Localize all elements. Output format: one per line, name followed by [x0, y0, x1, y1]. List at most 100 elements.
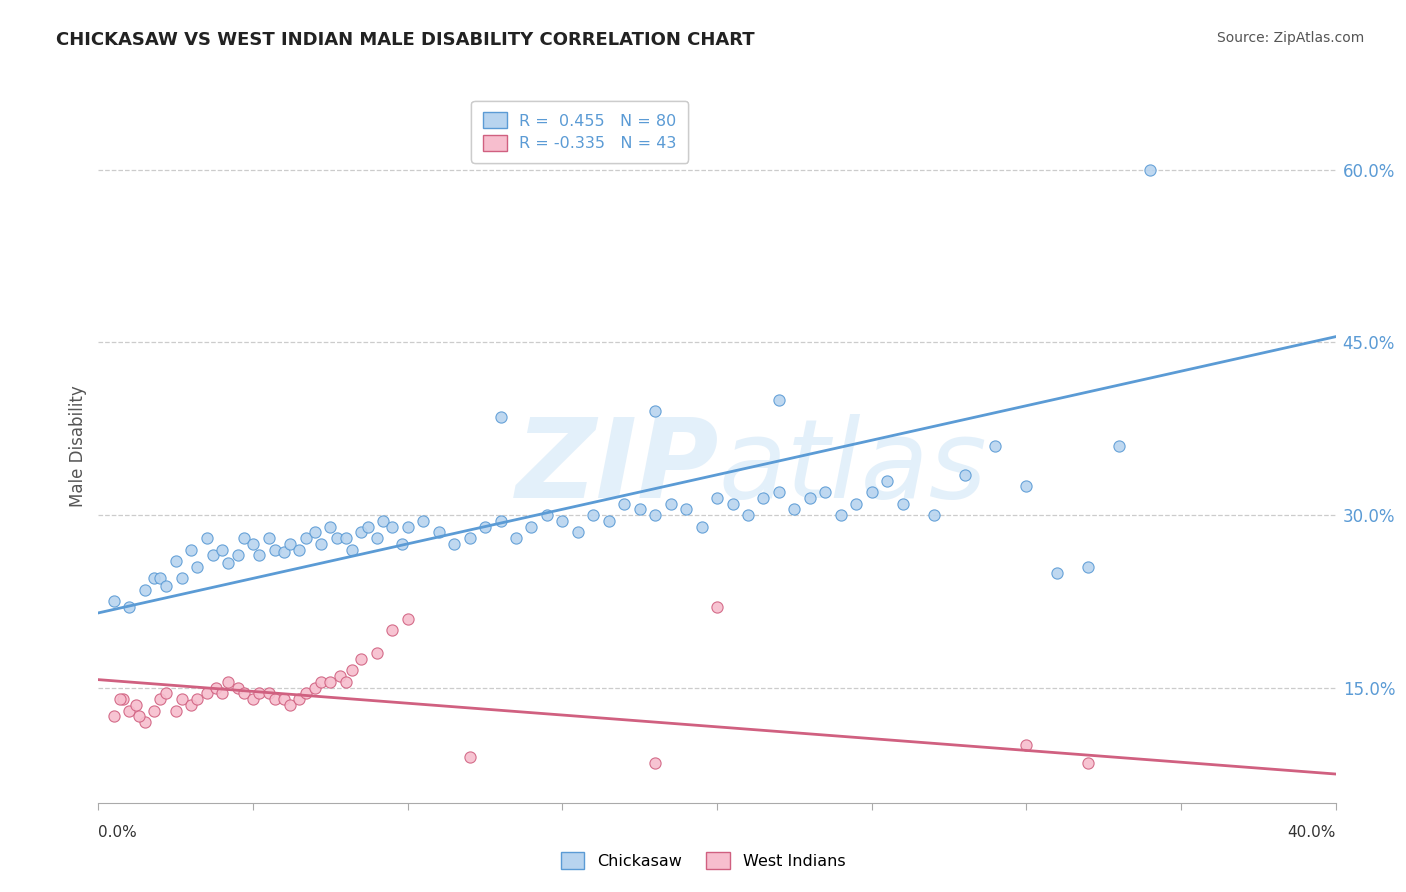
Point: [134, 582, 156, 597]
Text: 0.0%: 0.0%: [98, 825, 138, 840]
Point: [659, 497, 682, 511]
Point: [273, 692, 295, 706]
Point: [1139, 162, 1161, 177]
Point: [860, 485, 883, 500]
Point: [340, 542, 363, 557]
Point: [598, 514, 620, 528]
Point: [814, 485, 837, 500]
Point: [1015, 738, 1038, 752]
Point: [1046, 566, 1069, 580]
Point: [396, 519, 419, 533]
Text: Source: ZipAtlas.com: Source: ZipAtlas.com: [1216, 31, 1364, 45]
Point: [876, 474, 898, 488]
Point: [201, 549, 224, 563]
Point: [134, 715, 156, 730]
Point: [304, 681, 326, 695]
Point: [335, 531, 357, 545]
Point: [582, 508, 605, 522]
Point: [1077, 559, 1099, 574]
Point: [217, 557, 239, 571]
Point: [288, 692, 311, 706]
Point: [309, 537, 332, 551]
Text: ZIP: ZIP: [516, 414, 720, 521]
Point: [458, 749, 481, 764]
Point: [278, 698, 301, 712]
Point: [474, 519, 496, 533]
Point: [319, 675, 342, 690]
Point: [143, 571, 166, 585]
Point: [1108, 439, 1130, 453]
Point: [180, 698, 202, 712]
Point: [149, 571, 172, 585]
Point: [108, 692, 131, 706]
Point: [340, 664, 363, 678]
Point: [124, 698, 146, 712]
Point: [232, 531, 254, 545]
Point: [412, 514, 434, 528]
Point: [737, 508, 759, 522]
Point: [329, 669, 352, 683]
Point: [325, 531, 347, 545]
Point: [170, 692, 193, 706]
Point: [319, 519, 342, 533]
Point: [1015, 479, 1038, 493]
Point: [242, 537, 264, 551]
Point: [103, 594, 125, 608]
Point: [505, 531, 527, 545]
Point: [165, 554, 187, 568]
Point: [396, 612, 419, 626]
Point: [195, 686, 218, 700]
Point: [628, 502, 651, 516]
Point: [371, 514, 394, 528]
Point: [170, 571, 193, 585]
Point: [644, 404, 666, 418]
Point: [288, 542, 311, 557]
Point: [768, 485, 790, 500]
Point: [536, 508, 558, 522]
Point: [180, 542, 202, 557]
Point: [845, 497, 868, 511]
Point: [273, 545, 295, 559]
Legend: Chickasaw, West Indians: Chickasaw, West Indians: [554, 846, 852, 875]
Point: [232, 686, 254, 700]
Point: [257, 686, 280, 700]
Point: [263, 692, 285, 706]
Point: [118, 704, 141, 718]
Point: [752, 491, 775, 505]
Point: [278, 537, 301, 551]
Point: [155, 579, 177, 593]
Point: [381, 623, 404, 637]
Point: [613, 497, 636, 511]
Legend: R =  0.455   N = 80, R = -0.335   N = 43: R = 0.455 N = 80, R = -0.335 N = 43: [471, 101, 688, 162]
Point: [247, 686, 270, 700]
Point: [155, 686, 177, 700]
Point: [226, 681, 249, 695]
Point: [953, 467, 976, 482]
Point: [830, 508, 852, 522]
Point: [217, 675, 239, 690]
Point: [118, 600, 141, 615]
Point: [294, 686, 316, 700]
Point: [644, 756, 666, 770]
Point: [489, 410, 512, 425]
Point: [381, 519, 404, 533]
Point: [186, 692, 208, 706]
Point: [128, 709, 150, 723]
Point: [263, 542, 285, 557]
Point: [644, 508, 666, 522]
Point: [1077, 756, 1099, 770]
Point: [309, 675, 332, 690]
Point: [690, 519, 713, 533]
Point: [891, 497, 914, 511]
Text: CHICKASAW VS WEST INDIAN MALE DISABILITY CORRELATION CHART: CHICKASAW VS WEST INDIAN MALE DISABILITY…: [56, 31, 755, 49]
Point: [551, 514, 574, 528]
Point: [211, 542, 233, 557]
Point: [205, 681, 228, 695]
Text: atlas: atlas: [718, 414, 987, 521]
Point: [356, 519, 378, 533]
Point: [149, 692, 172, 706]
Point: [783, 502, 806, 516]
Point: [391, 537, 413, 551]
Point: [922, 508, 945, 522]
Point: [112, 692, 135, 706]
